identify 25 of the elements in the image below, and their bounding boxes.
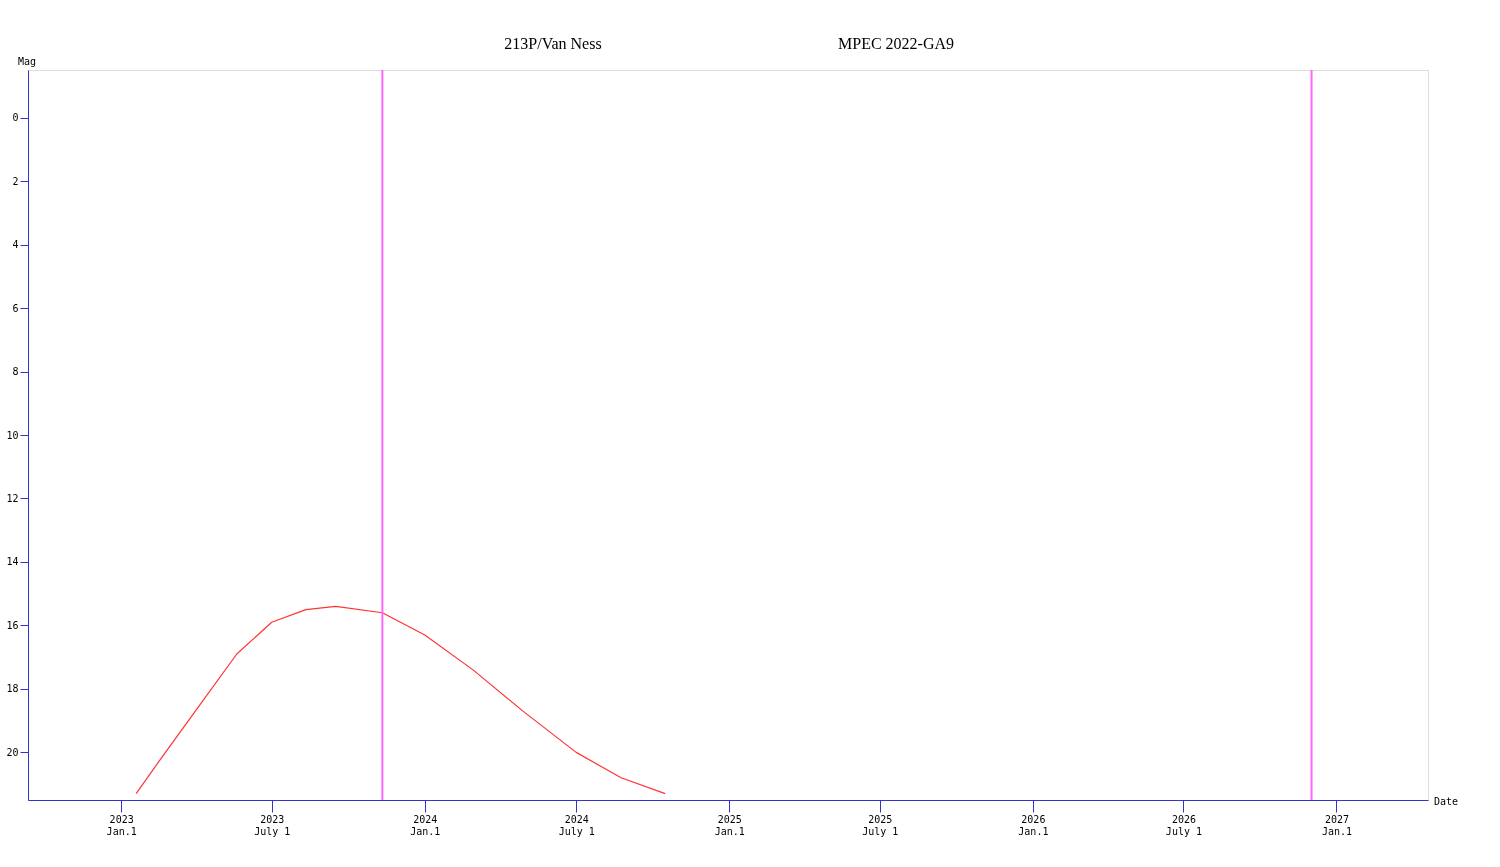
x-tick-label: 2025 Jan.1 xyxy=(714,813,745,837)
x-tick-label: 2023 Jan.1 xyxy=(106,813,137,837)
chart-subtitle: MPEC 2022-GA9 xyxy=(837,35,955,52)
y-tick-label: 2 xyxy=(12,175,19,187)
y-tick-label: 10 xyxy=(6,429,19,441)
y-tick-label: 12 xyxy=(6,492,19,504)
y-tick-label: 8 xyxy=(12,366,19,378)
x-tick-label: 2027 Jan.1 xyxy=(1321,813,1353,837)
y-tick-label: 14 xyxy=(6,556,19,568)
x-tick-label: 2024 July 1 xyxy=(558,813,595,837)
x-axis-title: Date xyxy=(1434,796,1459,807)
x-tick-label: 2025 July 1 xyxy=(862,813,899,837)
x-tick-label: 2026 July 1 xyxy=(1165,813,1202,837)
y-tick-label: 16 xyxy=(6,619,19,631)
y-tick-label: 20 xyxy=(6,746,19,758)
chart-title: 213P/Van Ness xyxy=(504,35,602,52)
y-tick-label: 0 xyxy=(12,112,19,124)
x-tick-label: 2026 Jan.1 xyxy=(1018,813,1049,837)
y-tick-label: 4 xyxy=(12,239,19,251)
x-tick-label: 2024 Jan.1 xyxy=(410,813,441,837)
x-tick-label: 2023 July 1 xyxy=(254,813,291,837)
y-tick-label: 6 xyxy=(12,302,19,314)
y-tick-label: 18 xyxy=(6,683,19,695)
y-axis-title: Mag xyxy=(18,56,37,67)
line-series xyxy=(135,605,666,795)
